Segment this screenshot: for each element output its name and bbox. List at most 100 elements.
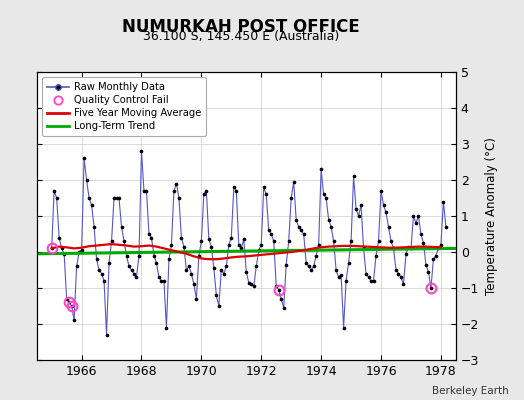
Point — [48, 245, 56, 252]
Point — [340, 324, 348, 331]
Point — [152, 260, 161, 266]
Point — [405, 243, 413, 250]
Point — [132, 274, 140, 280]
Point — [307, 267, 315, 273]
Point — [202, 188, 211, 194]
Point — [170, 188, 178, 194]
Point — [332, 267, 340, 273]
Point — [90, 224, 99, 230]
Point — [249, 283, 258, 290]
Point — [327, 224, 335, 230]
Point — [419, 240, 428, 246]
Legend: Raw Monthly Data, Quality Control Fail, Five Year Moving Average, Long-Term Tren: Raw Monthly Data, Quality Control Fail, … — [42, 77, 206, 136]
Point — [294, 224, 303, 230]
Point — [82, 177, 91, 183]
Point — [80, 155, 88, 162]
Point — [317, 166, 325, 172]
Point — [364, 274, 373, 280]
Point — [369, 278, 378, 284]
Point — [302, 260, 310, 266]
Text: 36.100 S, 145.450 E (Australia): 36.100 S, 145.450 E (Australia) — [143, 30, 339, 43]
Point — [235, 242, 243, 248]
Point — [52, 195, 61, 201]
Point — [285, 238, 293, 244]
Point — [394, 270, 402, 277]
Point — [100, 278, 108, 284]
Point — [362, 270, 370, 277]
Point — [257, 242, 266, 248]
Point — [227, 234, 235, 241]
Point — [157, 278, 166, 284]
Point — [347, 238, 355, 244]
Point — [220, 270, 228, 277]
Point — [392, 267, 400, 273]
Point — [180, 243, 188, 250]
Point — [342, 278, 350, 284]
Point — [102, 332, 111, 338]
Point — [409, 213, 418, 219]
Point — [350, 173, 358, 180]
Point — [265, 227, 273, 234]
Point — [50, 188, 58, 194]
Point — [242, 269, 250, 275]
Point — [105, 260, 113, 266]
Point — [192, 296, 201, 302]
Point — [314, 242, 323, 248]
Point — [429, 256, 438, 262]
Point — [239, 236, 248, 242]
Point — [200, 191, 208, 198]
Point — [304, 263, 313, 270]
Point — [377, 188, 385, 194]
Point — [172, 180, 181, 187]
Point — [187, 270, 195, 277]
Point — [439, 198, 447, 205]
Point — [436, 242, 445, 248]
Point — [292, 216, 300, 223]
Point — [324, 216, 333, 223]
Point — [195, 252, 203, 259]
Point — [272, 283, 280, 290]
Point — [212, 292, 221, 298]
Point — [237, 245, 245, 252]
Point — [434, 245, 443, 252]
Point — [247, 281, 256, 288]
Point — [130, 270, 138, 277]
Point — [120, 238, 128, 244]
Point — [277, 296, 286, 302]
Point — [382, 209, 390, 216]
Point — [160, 278, 168, 284]
Point — [275, 286, 283, 293]
Point — [215, 303, 223, 309]
Point — [70, 317, 78, 324]
Point — [174, 195, 183, 201]
Point — [397, 274, 405, 280]
Point — [334, 274, 343, 280]
Point — [255, 247, 263, 254]
Point — [427, 285, 435, 291]
Point — [140, 188, 148, 194]
Point — [115, 195, 123, 201]
Point — [407, 245, 415, 252]
Point — [225, 242, 233, 248]
Point — [95, 267, 103, 273]
Point — [207, 243, 215, 250]
Point — [112, 195, 121, 201]
Point — [135, 252, 143, 259]
Point — [352, 206, 361, 212]
Text: NUMURKAH POST OFFICE: NUMURKAH POST OFFICE — [122, 18, 360, 36]
Point — [75, 249, 83, 255]
Point — [367, 278, 375, 284]
Point — [387, 238, 395, 244]
Point — [442, 224, 450, 230]
Y-axis label: Temperature Anomaly (°C): Temperature Anomaly (°C) — [485, 137, 498, 295]
Point — [267, 231, 276, 237]
Point — [60, 250, 68, 257]
Point — [65, 299, 73, 306]
Point — [165, 256, 173, 262]
Point — [414, 213, 423, 219]
Point — [78, 247, 86, 254]
Point — [359, 245, 368, 252]
Point — [155, 274, 163, 280]
Point — [167, 242, 176, 248]
Point — [107, 238, 116, 244]
